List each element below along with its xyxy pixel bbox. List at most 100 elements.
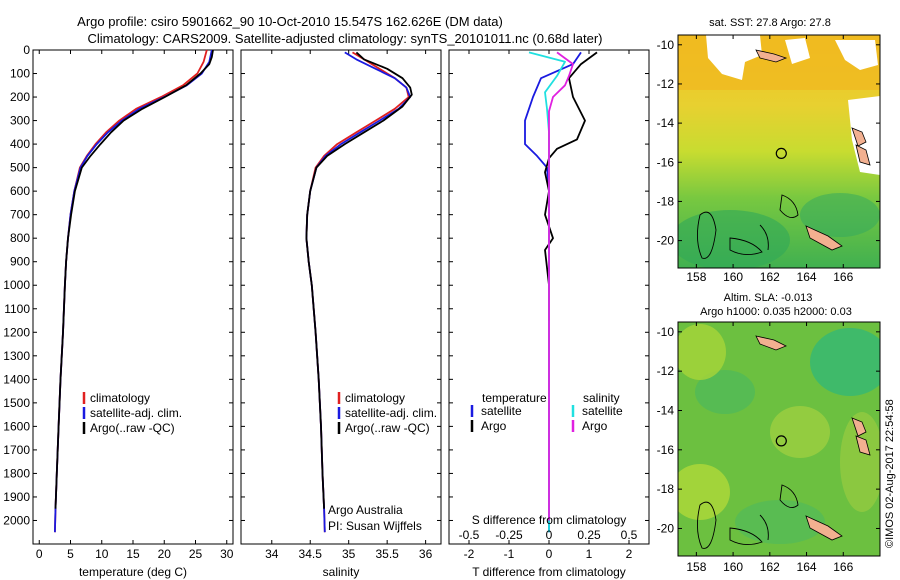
- map-x-tick-label: 166: [833, 270, 853, 284]
- land-island: [805, 515, 843, 541]
- y-tick-label: 1700: [3, 443, 30, 457]
- reef-outline: [729, 527, 763, 545]
- land-island: [855, 435, 871, 456]
- sla-high-patch: [678, 324, 726, 380]
- s-tick-label: -0.25: [495, 528, 523, 542]
- map-x-tick-label: 160: [723, 270, 743, 284]
- s-tick-label: 0.5: [621, 528, 638, 542]
- legend-label-argo: Argo(..raw -QC): [90, 421, 175, 435]
- temperature-axis-label: temperature (deg C): [79, 565, 187, 579]
- salinity-legend: climatology satellite-adj. clim. Argo(..…: [337, 391, 437, 435]
- x-tick-label: 35.5: [375, 547, 399, 561]
- legend-label-satellite: satellite-adj. clim.: [90, 406, 182, 420]
- land-island: [755, 335, 787, 351]
- sst-map-frame: [677, 34, 881, 269]
- reef-outline: [697, 501, 717, 549]
- title-line-1: Argo profile: csiro 5901662_90 10-Oct-20…: [77, 14, 503, 29]
- difference-plot: -2 -1 0 1 2 -0.5 -0.25 0 0.25 0.5: [449, 49, 649, 561]
- map-x-tick-label: 164: [797, 270, 817, 284]
- salinity-annotation-line-2: PI: Susan Wijffels: [328, 519, 422, 533]
- map-x-tick-label: 162: [760, 270, 780, 284]
- series-line-climatology: [54, 49, 208, 533]
- legend-label-climatology: climatology: [90, 391, 150, 405]
- s-tick-label: 0: [546, 528, 553, 542]
- map-x-tick-label: 158: [686, 270, 706, 284]
- series-line-S-argo: [548, 51, 574, 521]
- land-island: [855, 144, 871, 166]
- y-tick-label: 1300: [3, 349, 30, 363]
- map-y-tick-label: -12: [657, 77, 675, 91]
- sla-low-patch: [695, 370, 755, 414]
- map-x-tick-label: 160: [723, 560, 743, 574]
- map-x-tick-label: 162: [760, 560, 780, 574]
- y-tick-label: 200: [10, 90, 30, 104]
- x-tick-label: 0: [546, 547, 553, 561]
- s-tick-label: -0.5: [459, 528, 480, 542]
- legend-label-t-satellite: satellite: [481, 404, 522, 418]
- reef-outline: [779, 194, 799, 219]
- y-tick-label: 100: [10, 67, 30, 81]
- y-tick-label: 700: [10, 208, 30, 222]
- y-tick-label: 300: [10, 114, 30, 128]
- y-tick-label: 600: [10, 184, 30, 198]
- y-tick-label: 800: [10, 231, 30, 245]
- sla-map-frame: [677, 321, 881, 557]
- reef-outline: [697, 211, 717, 259]
- map-y-tick-label: -20: [657, 521, 675, 535]
- land-island: [851, 417, 867, 437]
- y-tick-label: 1600: [3, 419, 30, 433]
- series-line-argo: [54, 49, 214, 509]
- legend-label-t-argo: Argo: [481, 419, 507, 433]
- series-line-argo: [305, 51, 413, 509]
- reef-outline: [759, 514, 769, 541]
- sst-cool-patch: [678, 210, 790, 268]
- legend-label-s-satellite: satellite: [582, 404, 623, 418]
- sla-map: Altim. SLA: -0.013 Argo h1000: 0.035 h20…: [677, 292, 881, 557]
- land-island: [755, 49, 788, 63]
- salinity-annotation-line-1: Argo Australia: [328, 503, 403, 517]
- y-tick-label: 1000: [3, 278, 30, 292]
- imos-credit: ©IMOS 02-Aug-2017 22:54:58: [884, 399, 896, 548]
- salinity-plot: 34 34.5 35 35.5 36: [241, 49, 441, 561]
- sst-cool-patch: [800, 193, 880, 237]
- legend-label-s-argo: Argo: [582, 419, 608, 433]
- difference-legend: temperature satellite Argo salinity sate…: [470, 391, 623, 433]
- land-island: [805, 225, 843, 251]
- reef-outline: [779, 484, 799, 509]
- y-tick-label: 2000: [3, 513, 30, 527]
- map-y-tick-label: -16: [657, 443, 675, 457]
- y-tick-label: 0: [23, 43, 30, 57]
- x-tick-label: 30: [220, 547, 234, 561]
- map-y-tick-label: -14: [657, 116, 675, 130]
- salinity-axis-label: salinity: [323, 565, 360, 579]
- x-tick-label: 34: [265, 547, 279, 561]
- t-difference-axis-label: T difference from climatology: [472, 565, 626, 579]
- land-island: [851, 127, 867, 147]
- x-tick-label: 15: [126, 547, 140, 561]
- sla-high-patch: [770, 406, 830, 458]
- x-tick-label: -2: [464, 547, 475, 561]
- salinity-plot-frame: [240, 49, 442, 545]
- map-axes: 158 160 162 164 166 -10 -12 -14 -16 -18 -20 158 160 1…: [657, 35, 880, 574]
- map-x-tick-label: 164: [797, 560, 817, 574]
- series-line-satellite: [54, 49, 213, 533]
- temperature-plot-frame: [32, 49, 234, 545]
- cloud-mask: [785, 38, 810, 64]
- y-tick-label: 1800: [3, 466, 30, 480]
- sst-map: sat. SST: 27.8 Argo: 27.8: [677, 17, 881, 269]
- x-tick-label: 25: [189, 547, 203, 561]
- x-tick-label: 0: [36, 547, 43, 561]
- map-x-tick-label: 158: [686, 560, 706, 574]
- map-y-tick-label: -18: [657, 482, 675, 496]
- s-difference-axis-label: S difference from climatology: [472, 513, 627, 527]
- map-y-tick-label: -10: [657, 38, 675, 52]
- map-x-tick-label: 166: [833, 560, 853, 574]
- cloud-mask: [835, 40, 878, 70]
- reef-outline: [729, 237, 763, 255]
- map-y-tick-label: -12: [657, 364, 675, 378]
- map-y-tick-label: -18: [657, 194, 675, 208]
- sla-low-patch: [810, 328, 880, 396]
- x-tick-label: 5: [67, 547, 74, 561]
- title-line-2: Climatology: CARS2009. Satellite-adjuste…: [88, 31, 603, 46]
